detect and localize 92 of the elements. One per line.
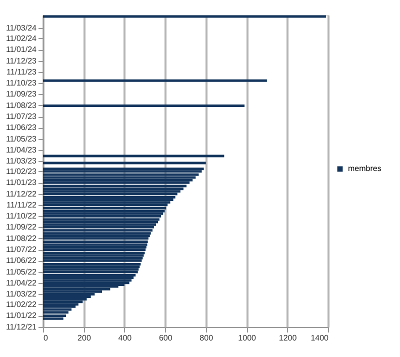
y-tick-label: 11/08/22 <box>6 234 38 243</box>
bar <box>43 184 187 188</box>
bar <box>43 154 224 158</box>
bar <box>43 229 153 232</box>
x-tick-label: 1000 <box>238 334 257 342</box>
bar <box>43 276 134 280</box>
y-tick-label: 11/06/23 <box>6 123 38 132</box>
y-tick-label: 11/03/22 <box>6 290 38 299</box>
y-tick-label: 11/12/22 <box>6 189 38 198</box>
bar <box>43 176 196 179</box>
x-tick-label: 600 <box>158 334 173 342</box>
bar <box>43 254 144 257</box>
legend-label: membres <box>348 164 382 173</box>
bar <box>43 204 168 206</box>
bar <box>43 274 136 276</box>
bar <box>43 196 176 198</box>
bar <box>43 15 326 18</box>
bar <box>43 314 66 317</box>
bar <box>43 300 83 304</box>
bar <box>43 268 139 271</box>
y-tick-label: 11/09/23 <box>6 90 38 99</box>
bar <box>43 243 148 246</box>
y-tick-label: 11/05/23 <box>6 134 38 144</box>
bar <box>43 282 130 284</box>
x-tick-label: 200 <box>78 334 92 342</box>
y-tick-label: 11/09/22 <box>6 222 38 232</box>
y-tick-label: 11/11/23 <box>6 67 38 76</box>
bar <box>43 218 160 221</box>
y-tick-label: 11/01/24 <box>6 45 38 54</box>
bar <box>43 192 178 196</box>
bar <box>43 162 206 164</box>
bar <box>43 190 180 193</box>
x-tick-label: 1200 <box>278 334 298 342</box>
y-tick-label: 11/10/23 <box>6 78 38 88</box>
bar <box>43 234 150 238</box>
bar <box>43 226 154 228</box>
bar <box>43 305 76 308</box>
bar <box>43 220 158 224</box>
bar <box>43 206 166 210</box>
bar <box>43 79 267 82</box>
bar <box>43 201 170 204</box>
y-tick-label: 11/11/22 <box>6 200 38 210</box>
bar <box>43 178 193 182</box>
bar <box>43 270 138 274</box>
bar <box>43 256 143 260</box>
y-tick-label: 11/04/23 <box>6 145 38 154</box>
bar <box>43 198 174 202</box>
y-tick-label: 11/08/23 <box>6 100 38 110</box>
y-tick-label: 11/02/23 <box>6 166 38 176</box>
bar <box>43 252 145 254</box>
bar <box>43 266 140 268</box>
bar <box>43 259 142 262</box>
bar <box>43 246 146 248</box>
y-tick-label: 11/03/23 <box>6 156 38 166</box>
bar <box>43 223 156 226</box>
y-tick-label: 11/10/22 <box>6 212 38 221</box>
y-tick-label: 11/12/21 <box>6 322 38 332</box>
y-tick-label: 11/07/22 <box>6 245 38 254</box>
y-tick-label: 11/12/23 <box>6 56 38 66</box>
bar <box>43 237 148 240</box>
y-tick-label: 11/03/24 <box>6 23 38 32</box>
bar <box>43 279 132 282</box>
bar <box>43 248 146 251</box>
y-tick-label: 11/04/22 <box>6 278 38 288</box>
bar <box>43 173 199 176</box>
y-tick-label: 11/02/24 <box>6 34 38 43</box>
y-tick-label: 11/07/23 <box>6 112 38 122</box>
y-tick-label: 11/05/22 <box>6 267 38 276</box>
x-tick-label: 1400 <box>310 334 330 342</box>
bar <box>43 212 164 215</box>
y-tick-label: 11/01/23 <box>6 178 38 188</box>
bar <box>43 311 68 314</box>
bar <box>43 188 184 190</box>
bar <box>43 317 64 320</box>
x-tick-label: 0 <box>44 334 48 342</box>
bar <box>43 308 72 311</box>
bar <box>43 168 204 170</box>
y-tick-label: 11/01/22 <box>6 311 38 320</box>
bar <box>43 104 245 108</box>
bar <box>43 298 87 301</box>
bar <box>43 214 162 218</box>
bar <box>43 232 151 235</box>
x-tick-label: 400 <box>118 334 132 342</box>
bar <box>43 303 78 306</box>
bar <box>43 181 190 184</box>
bar <box>43 170 202 173</box>
y-tick-label: 11/06/22 <box>6 256 38 266</box>
bar <box>43 263 141 266</box>
bar <box>43 240 148 243</box>
bar <box>43 210 165 212</box>
y-tick-label: 11/02/22 <box>6 300 38 309</box>
x-tick-label: 800 <box>200 334 214 342</box>
